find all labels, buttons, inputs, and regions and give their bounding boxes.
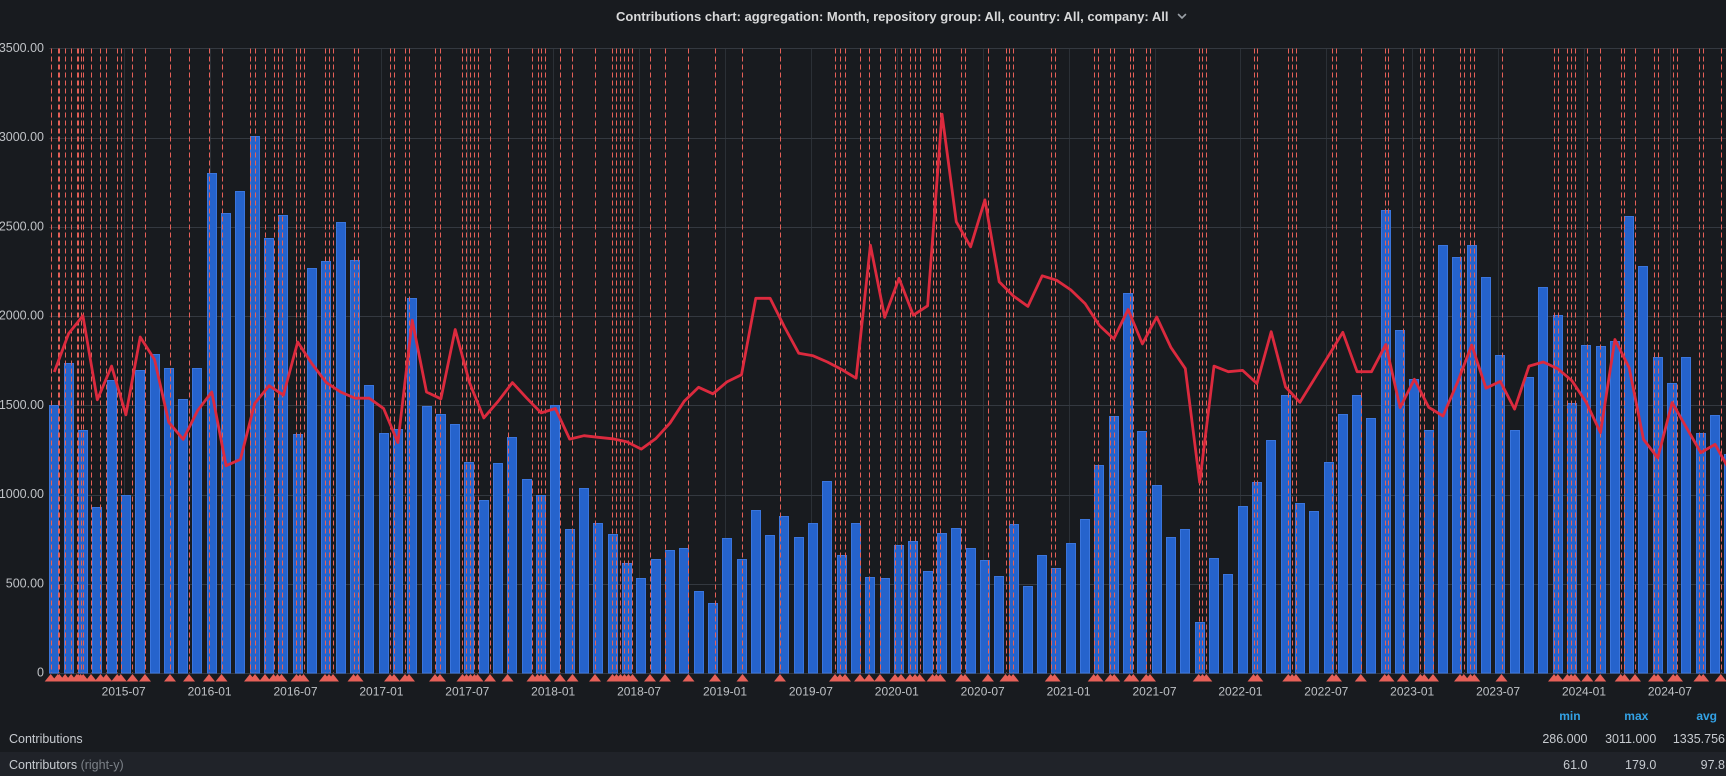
svg-text:2017-01: 2017-01 xyxy=(359,685,403,699)
svg-text:2018-01: 2018-01 xyxy=(531,685,575,699)
svg-text:3000.00: 3000.00 xyxy=(0,130,44,144)
svg-text:2018-07: 2018-07 xyxy=(617,685,661,699)
svg-text:500.00: 500.00 xyxy=(6,576,44,590)
svg-text:2020-01: 2020-01 xyxy=(875,685,919,699)
svg-text:2500.00: 2500.00 xyxy=(0,219,44,233)
svg-text:2016-07: 2016-07 xyxy=(273,685,317,699)
svg-text:2019-01: 2019-01 xyxy=(703,685,747,699)
svg-text:2017-07: 2017-07 xyxy=(445,685,489,699)
svg-text:2024-07: 2024-07 xyxy=(1648,685,1692,699)
svg-text:2024-01: 2024-01 xyxy=(1562,685,1606,699)
svg-text:2000.00: 2000.00 xyxy=(0,309,44,323)
svg-text:2022-07: 2022-07 xyxy=(1304,685,1348,699)
svg-text:2019-07: 2019-07 xyxy=(789,685,833,699)
svg-text:2020-07: 2020-07 xyxy=(961,685,1005,699)
svg-text:3500.00: 3500.00 xyxy=(0,41,44,55)
svg-text:2021-07: 2021-07 xyxy=(1132,685,1176,699)
svg-text:2023-01: 2023-01 xyxy=(1390,685,1434,699)
svg-text:2015-07: 2015-07 xyxy=(102,685,146,699)
svg-text:2023-07: 2023-07 xyxy=(1476,685,1520,699)
svg-text:2016-01: 2016-01 xyxy=(188,685,232,699)
svg-text:2021-01: 2021-01 xyxy=(1047,685,1091,699)
svg-text:2022-01: 2022-01 xyxy=(1218,685,1262,699)
svg-text:1500.00: 1500.00 xyxy=(0,398,44,412)
svg-text:0: 0 xyxy=(37,666,44,680)
svg-text:1000.00: 1000.00 xyxy=(0,487,44,501)
